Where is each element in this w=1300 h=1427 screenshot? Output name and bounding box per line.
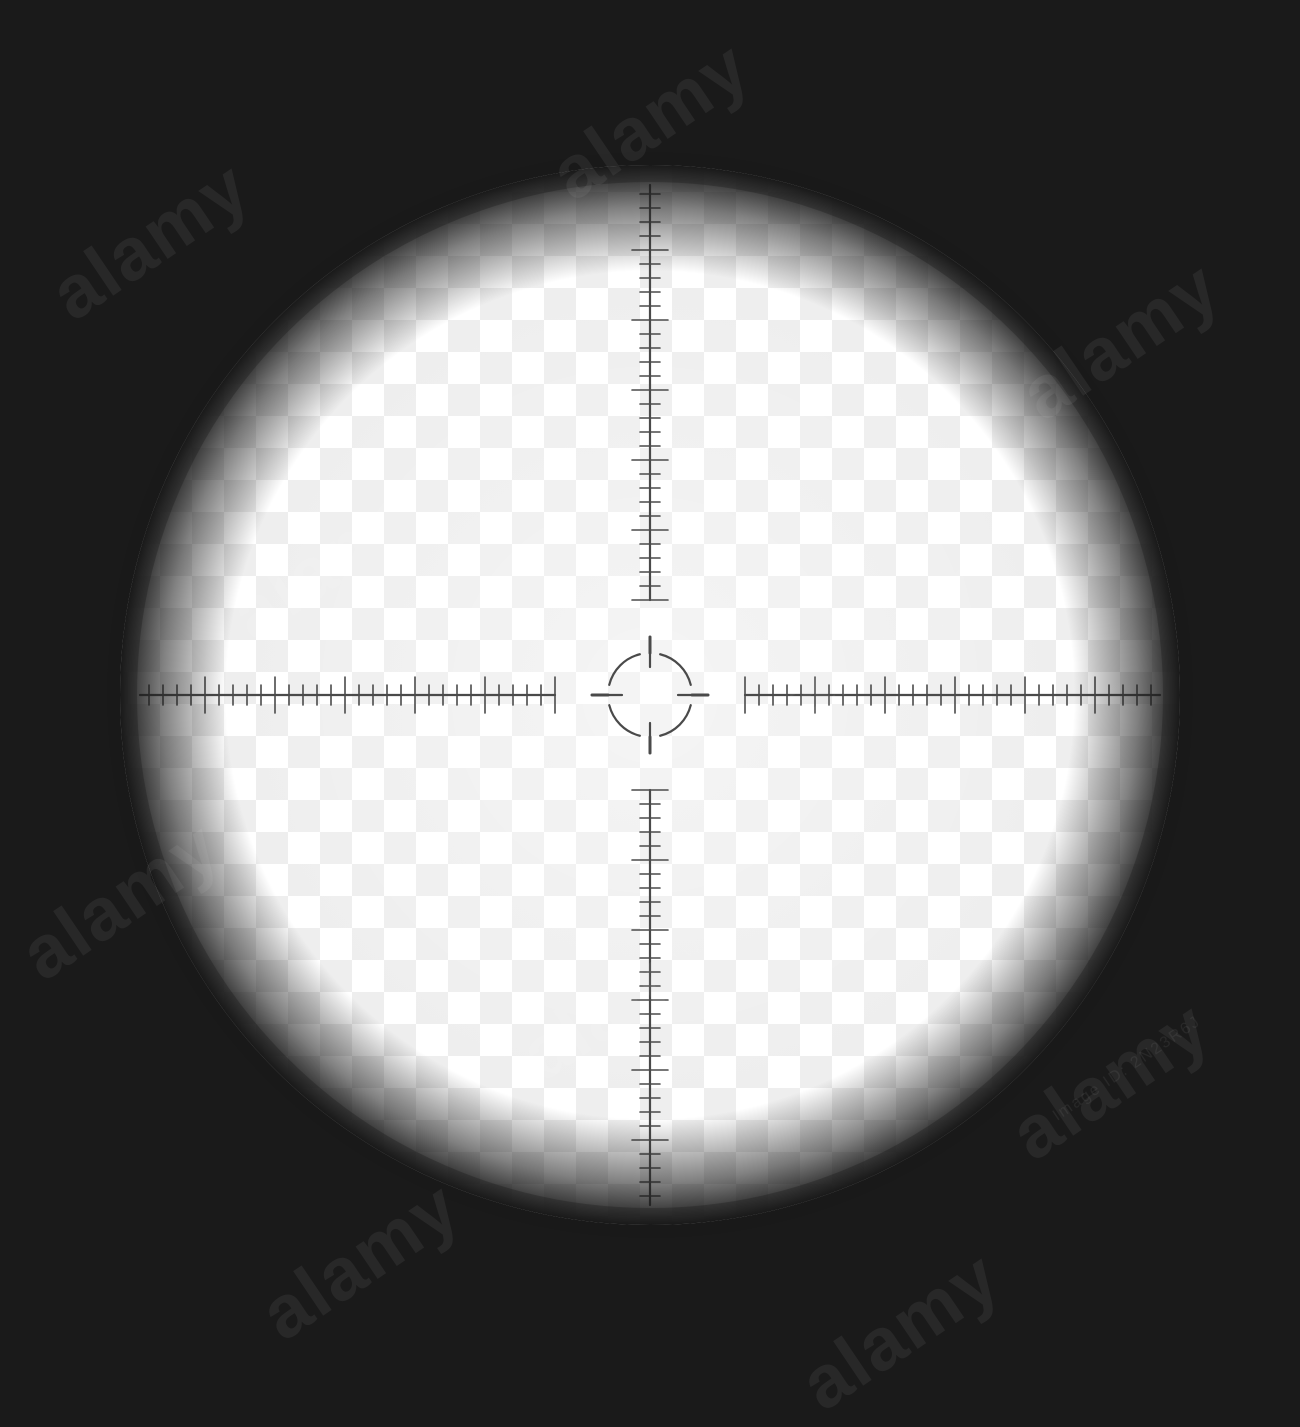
- scope-diagram: alamyalamyalamyalamyalamyalamyalamyalamy…: [0, 0, 1300, 1390]
